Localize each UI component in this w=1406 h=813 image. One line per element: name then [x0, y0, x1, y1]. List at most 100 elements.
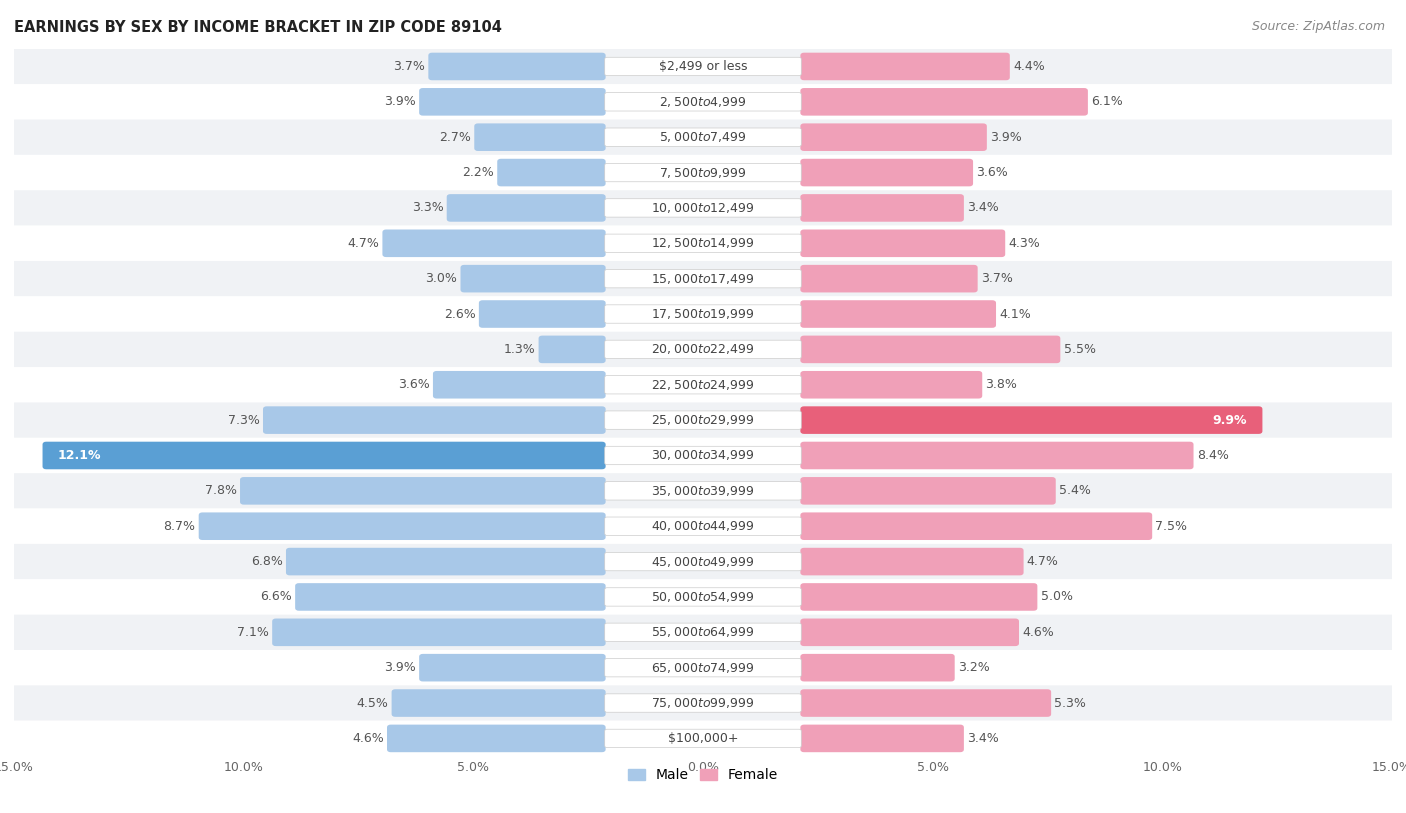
FancyBboxPatch shape [14, 720, 1392, 756]
Text: 7.5%: 7.5% [1156, 520, 1188, 533]
FancyBboxPatch shape [800, 124, 987, 151]
FancyBboxPatch shape [14, 544, 1392, 579]
Text: $10,000 to $12,499: $10,000 to $12,499 [651, 201, 755, 215]
FancyBboxPatch shape [295, 583, 606, 611]
Text: $40,000 to $44,999: $40,000 to $44,999 [651, 520, 755, 533]
Text: 2.2%: 2.2% [463, 166, 494, 179]
Text: 3.7%: 3.7% [394, 60, 425, 73]
FancyBboxPatch shape [273, 619, 606, 646]
FancyBboxPatch shape [605, 552, 801, 571]
FancyBboxPatch shape [14, 650, 1392, 685]
Text: $65,000 to $74,999: $65,000 to $74,999 [651, 661, 755, 675]
Text: 5.5%: 5.5% [1063, 343, 1095, 356]
FancyBboxPatch shape [14, 85, 1392, 120]
Text: 4.5%: 4.5% [357, 697, 388, 710]
Text: 1.3%: 1.3% [503, 343, 536, 356]
FancyBboxPatch shape [419, 88, 606, 115]
Text: 3.6%: 3.6% [398, 378, 430, 391]
Text: 3.6%: 3.6% [976, 166, 1008, 179]
FancyBboxPatch shape [433, 371, 606, 398]
FancyBboxPatch shape [800, 229, 1005, 257]
FancyBboxPatch shape [382, 229, 606, 257]
FancyBboxPatch shape [605, 340, 801, 359]
Text: 3.4%: 3.4% [967, 732, 998, 745]
Text: $15,000 to $17,499: $15,000 to $17,499 [651, 272, 755, 285]
FancyBboxPatch shape [392, 689, 606, 717]
Text: 4.6%: 4.6% [352, 732, 384, 745]
FancyBboxPatch shape [800, 441, 1194, 469]
Text: $50,000 to $54,999: $50,000 to $54,999 [651, 590, 755, 604]
FancyBboxPatch shape [387, 724, 606, 752]
FancyBboxPatch shape [605, 693, 801, 712]
FancyBboxPatch shape [14, 261, 1392, 297]
FancyBboxPatch shape [605, 305, 801, 324]
Text: 4.6%: 4.6% [1022, 626, 1054, 639]
Text: 3.9%: 3.9% [990, 131, 1022, 144]
FancyBboxPatch shape [14, 367, 1392, 402]
FancyBboxPatch shape [605, 481, 801, 500]
Text: EARNINGS BY SEX BY INCOME BRACKET IN ZIP CODE 89104: EARNINGS BY SEX BY INCOME BRACKET IN ZIP… [14, 20, 502, 35]
FancyBboxPatch shape [14, 155, 1392, 190]
Text: 5.3%: 5.3% [1054, 697, 1087, 710]
FancyBboxPatch shape [429, 53, 606, 80]
Text: $2,499 or less: $2,499 or less [659, 60, 747, 73]
Text: $55,000 to $64,999: $55,000 to $64,999 [651, 625, 755, 639]
FancyBboxPatch shape [800, 300, 995, 328]
FancyBboxPatch shape [800, 619, 1019, 646]
Text: 2.7%: 2.7% [439, 131, 471, 144]
Text: 3.4%: 3.4% [967, 202, 998, 215]
Text: 3.0%: 3.0% [426, 272, 457, 285]
FancyBboxPatch shape [419, 654, 606, 681]
FancyBboxPatch shape [14, 190, 1392, 226]
FancyBboxPatch shape [263, 406, 606, 434]
Text: 5.4%: 5.4% [1059, 485, 1091, 498]
FancyBboxPatch shape [285, 548, 606, 576]
FancyBboxPatch shape [800, 583, 1038, 611]
FancyBboxPatch shape [800, 371, 983, 398]
FancyBboxPatch shape [42, 441, 606, 469]
FancyBboxPatch shape [800, 265, 977, 293]
FancyBboxPatch shape [800, 477, 1056, 505]
FancyBboxPatch shape [498, 159, 606, 186]
FancyBboxPatch shape [479, 300, 606, 328]
Text: 7.8%: 7.8% [205, 485, 236, 498]
FancyBboxPatch shape [800, 194, 965, 222]
FancyBboxPatch shape [800, 159, 973, 186]
FancyBboxPatch shape [800, 512, 1152, 540]
FancyBboxPatch shape [605, 269, 801, 288]
FancyBboxPatch shape [605, 376, 801, 394]
FancyBboxPatch shape [605, 411, 801, 429]
FancyBboxPatch shape [605, 659, 801, 677]
FancyBboxPatch shape [800, 406, 1263, 434]
Text: 5.0%: 5.0% [1040, 590, 1073, 603]
Text: 12.1%: 12.1% [58, 449, 101, 462]
FancyBboxPatch shape [14, 579, 1392, 615]
Text: 7.3%: 7.3% [228, 414, 260, 427]
Text: $100,000+: $100,000+ [668, 732, 738, 745]
Text: $75,000 to $99,999: $75,000 to $99,999 [651, 696, 755, 710]
Text: Source: ZipAtlas.com: Source: ZipAtlas.com [1251, 20, 1385, 33]
FancyBboxPatch shape [605, 234, 801, 253]
FancyBboxPatch shape [605, 623, 801, 641]
Text: $45,000 to $49,999: $45,000 to $49,999 [651, 554, 755, 568]
Text: 6.6%: 6.6% [260, 590, 292, 603]
FancyBboxPatch shape [538, 336, 606, 363]
FancyBboxPatch shape [605, 446, 801, 465]
FancyBboxPatch shape [14, 120, 1392, 155]
FancyBboxPatch shape [198, 512, 606, 540]
Text: 4.4%: 4.4% [1014, 60, 1045, 73]
FancyBboxPatch shape [605, 163, 801, 182]
FancyBboxPatch shape [605, 198, 801, 217]
FancyBboxPatch shape [605, 729, 801, 748]
FancyBboxPatch shape [240, 477, 606, 505]
Text: $2,500 to $4,999: $2,500 to $4,999 [659, 95, 747, 109]
FancyBboxPatch shape [800, 724, 965, 752]
Text: 4.7%: 4.7% [347, 237, 380, 250]
FancyBboxPatch shape [605, 517, 801, 536]
Text: 3.9%: 3.9% [384, 95, 416, 108]
FancyBboxPatch shape [14, 473, 1392, 509]
Text: 4.7%: 4.7% [1026, 555, 1059, 568]
Text: $30,000 to $34,999: $30,000 to $34,999 [651, 449, 755, 463]
Text: $35,000 to $39,999: $35,000 to $39,999 [651, 484, 755, 498]
Text: $7,500 to $9,999: $7,500 to $9,999 [659, 166, 747, 180]
